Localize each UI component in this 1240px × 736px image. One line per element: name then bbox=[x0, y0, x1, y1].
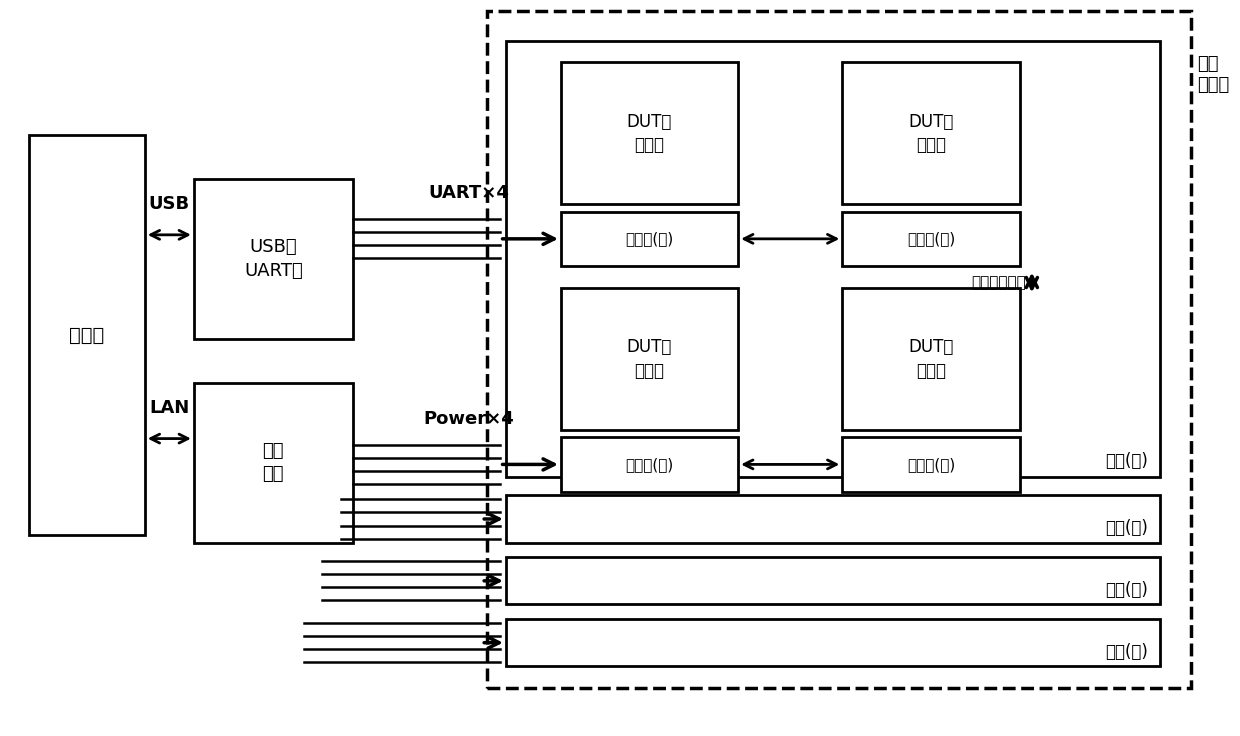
Text: 母板(二): 母板(二) bbox=[1105, 519, 1148, 537]
Text: 程控
电源: 程控 电源 bbox=[263, 442, 284, 484]
Text: USB转
UART桥: USB转 UART桥 bbox=[244, 238, 303, 280]
Text: USB: USB bbox=[149, 195, 190, 213]
Text: Power×4: Power×4 bbox=[424, 410, 515, 428]
Text: 信号板(一): 信号板(一) bbox=[625, 231, 673, 247]
Bar bbox=[193, 179, 353, 339]
Bar bbox=[29, 135, 145, 535]
Text: DUT板
（三）: DUT板 （三） bbox=[908, 338, 954, 380]
Text: DUT板
（一）: DUT板 （一） bbox=[627, 113, 672, 154]
Bar bbox=[842, 211, 1019, 266]
Text: 高温
试验笱: 高温 试验笱 bbox=[1197, 55, 1229, 94]
Text: DUT板
（二）: DUT板 （二） bbox=[908, 113, 954, 154]
Bar bbox=[193, 383, 353, 542]
Bar bbox=[506, 619, 1161, 666]
Text: 信号板(二): 信号板(二) bbox=[906, 231, 955, 247]
Text: DUT板
（二）: DUT板 （二） bbox=[627, 338, 672, 380]
Text: 信号板(四): 信号板(四) bbox=[906, 457, 955, 472]
Text: 母板(三): 母板(三) bbox=[1105, 581, 1148, 598]
Bar bbox=[842, 288, 1019, 430]
Text: LAN: LAN bbox=[149, 399, 190, 417]
Bar bbox=[560, 437, 738, 492]
Bar bbox=[560, 211, 738, 266]
Text: UART×4: UART×4 bbox=[429, 185, 510, 202]
Bar bbox=[842, 437, 1019, 492]
Bar bbox=[506, 495, 1161, 542]
Bar bbox=[487, 12, 1190, 688]
Bar bbox=[560, 63, 738, 205]
Bar bbox=[506, 40, 1161, 477]
Text: 母板(一): 母板(一) bbox=[1105, 452, 1148, 470]
Bar bbox=[506, 557, 1161, 604]
Text: 板间通信总线: 板间通信总线 bbox=[971, 275, 1025, 290]
Bar bbox=[560, 288, 738, 430]
Text: 母板(四): 母板(四) bbox=[1105, 643, 1148, 660]
Text: 信号板(三): 信号板(三) bbox=[625, 457, 673, 472]
Bar bbox=[842, 63, 1019, 205]
Text: 计算机: 计算机 bbox=[69, 326, 104, 344]
